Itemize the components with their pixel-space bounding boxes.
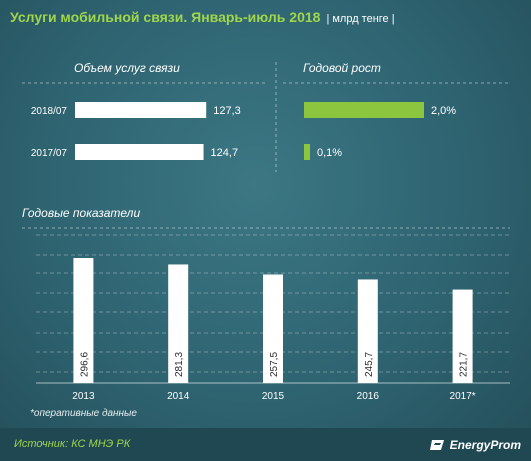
- annual-bar: [452, 289, 473, 383]
- annual-bar: [73, 258, 94, 383]
- dividers: [22, 62, 510, 229]
- footer-bar: Источник: КС МНЭ РК EnergyProm: [0, 428, 531, 461]
- footnote: *оперативные данные: [30, 408, 137, 419]
- year-tick-label: 2017*: [450, 391, 476, 402]
- growth-value-label: 2,0%: [431, 105, 456, 117]
- energyprom-logo-icon: [429, 440, 444, 450]
- annual-chart-title: Годовые показатели: [22, 206, 141, 220]
- logo-text: EnergyProm: [449, 438, 521, 452]
- annual-bar: [357, 279, 378, 383]
- unit-label: | млрд тенге |: [326, 13, 395, 25]
- title-text: Услуги мобильной связи. Январь-июль 2018: [10, 9, 321, 25]
- year-tick-label: 2016: [357, 391, 380, 402]
- volume-value-label: 124,7: [211, 147, 239, 159]
- annual-chart: 296,6 2013 281,3 2014 257,5 2015 245,7 2016 221,…: [36, 234, 510, 402]
- volume-bar: [75, 102, 207, 118]
- growth-chart: 2,0% 0,1%: [304, 102, 456, 160]
- volume-chart-title: Объем услуг связи: [74, 61, 180, 75]
- year-tick-label: 2015: [262, 391, 285, 402]
- year-tick-label: 2014: [167, 391, 190, 402]
- annual-value-label: 296,6: [79, 352, 90, 377]
- source-text: Источник: КС МНЭ РК: [14, 438, 131, 450]
- annual-bar: [168, 264, 189, 383]
- volume-chart: 2018/07 127,3 2017/07 124,7: [31, 102, 241, 160]
- annual-value-label: 221,7: [459, 352, 470, 377]
- growth-bar: [304, 144, 310, 160]
- growth-bar: [304, 102, 424, 118]
- category-label: 2017/07: [31, 148, 68, 159]
- logo: EnergyProm: [429, 435, 521, 455]
- annual-bar: [263, 274, 283, 383]
- volume-value-label: 127,3: [213, 105, 241, 117]
- category-label: 2018/07: [31, 106, 68, 117]
- annual-value-label: 281,3: [174, 352, 185, 377]
- growth-value-label: 0,1%: [317, 147, 342, 159]
- volume-bar: [75, 144, 204, 160]
- year-tick-label: 2013: [72, 391, 95, 402]
- annual-value-label: 245,7: [364, 352, 375, 377]
- growth-chart-title: Годовой рост: [303, 61, 381, 75]
- annual-value-label: 257,5: [269, 352, 280, 377]
- page-title: Услуги мобильной связи. Январь-июль 2018…: [10, 9, 395, 25]
